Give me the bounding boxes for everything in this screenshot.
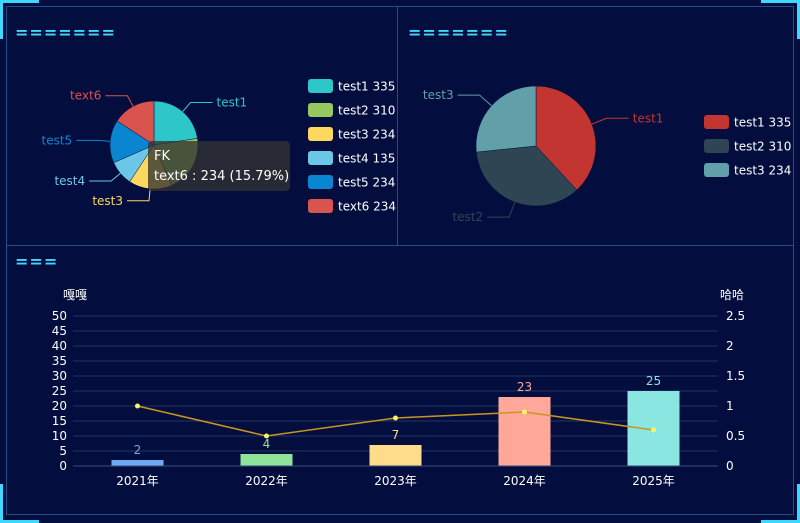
pie-label-test3: test3 [423,88,454,102]
corner-decoration [0,484,39,523]
y-right-tick-label: 2 [726,339,734,353]
y-tick-label: 5 [59,444,67,458]
panel-title: === [15,252,59,271]
x-tick-label: 2025年 [632,474,675,488]
y-tick-label: 40 [52,339,67,353]
pie-slice-test1 [535,85,597,191]
bar-panel: === [6,245,794,515]
chart-tooltip: FK text6 : 234 (15.79%) [148,141,290,191]
legend-swatch [704,163,729,177]
pie-label-text6: text6 [70,89,101,103]
legend-swatch [308,151,333,165]
bar-2022年 [240,454,293,466]
pie-label-test1: test1 [217,96,248,110]
y-tick-label: 15 [52,414,67,428]
panel-title: ======= [15,23,116,42]
pie-label-line [457,94,492,107]
pie-label-test2: test2 [452,210,483,224]
legend-label: test2 310 [338,104,395,118]
y-right-tick-label: 2.5 [726,309,745,323]
corner-decoration [761,0,800,39]
y-right-tick-label: 1 [726,399,734,413]
corner-decoration [761,484,800,523]
pie-label-test1: test1 [633,111,664,125]
legend-swatch [308,199,333,213]
tooltip-text: text6 : 234 (15.79%) [154,169,290,184]
pie-slice-test2 [476,145,578,207]
line-point [522,409,527,415]
bar-value-label: 2 [134,443,142,457]
x-tick-label: 2024年 [503,474,546,488]
bar-value-label: 23 [517,380,532,394]
bar-value-label: 7 [392,428,400,442]
legend-label: test4 135 [338,152,395,166]
bar-2021年 [111,460,164,466]
pie-label-line [76,139,111,142]
legend-swatch [308,103,333,117]
x-tick-label: 2021年 [116,474,159,488]
legend-label: test1 335 [734,116,791,130]
pie-label-line [591,117,629,125]
legend-label: text6 234 [338,200,396,214]
legend-swatch [704,139,729,153]
y-tick-label: 25 [52,384,67,398]
pie-label-test3: test3 [92,194,123,208]
y-axis-label: 嘎嘎 [63,288,87,302]
y-tick-label: 35 [52,354,67,368]
legend-swatch [308,175,333,189]
x-tick-label: 2022年 [245,474,288,488]
y-tick-label: 30 [52,369,67,383]
legend-swatch [704,115,729,129]
y-tick-label: 0 [59,459,67,473]
bar-2024年 [498,397,551,466]
legend-swatch [308,127,333,141]
pie-slice-test3 [475,85,537,153]
y-right-tick-label: 1.5 [726,369,745,383]
line-point [393,415,398,421]
bar-value-label: 4 [263,437,271,451]
legend-label: test1 335 [338,80,395,94]
tooltip-title: FK [154,149,171,164]
pie-label-test5: test5 [42,133,73,147]
bar-2023年 [369,445,422,466]
y-tick-label: 20 [52,399,67,413]
y-right-axis-label: 哈哈 [720,288,744,302]
legend-swatch [308,79,333,93]
line-point [135,403,140,409]
pie-label-line [89,172,121,182]
y-right-tick-label: 0.5 [726,429,745,443]
legend-label: test5 234 [338,176,395,190]
y-tick-label: 50 [52,309,67,323]
pie-slice-text6 [116,100,155,146]
panel-title: ======= [408,23,509,42]
corner-decoration [0,0,39,39]
y-right-tick-label: 0 [726,459,734,473]
pie-label-test4: test4 [54,174,85,188]
pie-label-line [487,201,516,218]
legend-label: test3 234 [338,128,395,142]
line-point [264,433,269,439]
legend-label: test2 310 [734,140,791,154]
pie-slice-test1 [153,100,198,146]
legend-label: test3 234 [734,164,791,178]
pie-label-line [182,102,213,112]
y-tick-label: 10 [52,429,67,443]
x-tick-label: 2023年 [374,474,417,488]
bar-value-label: 25 [646,374,661,388]
y-tick-label: 45 [52,324,67,338]
pie-label-line [127,188,151,202]
line-point [651,427,656,433]
pie-label-line [105,95,134,107]
